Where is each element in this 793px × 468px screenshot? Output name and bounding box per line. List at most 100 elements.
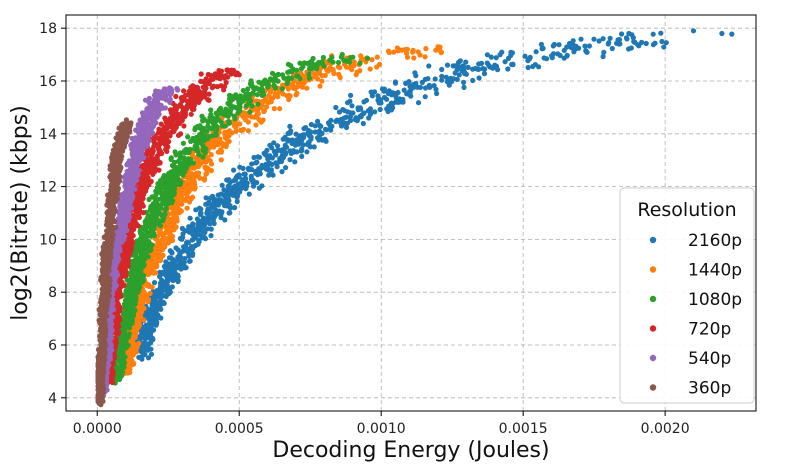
data-point <box>189 246 195 252</box>
data-point <box>124 239 131 245</box>
data-point <box>122 221 128 227</box>
data-point <box>189 228 195 234</box>
data-point <box>191 176 197 182</box>
data-point <box>137 194 143 200</box>
data-point <box>171 210 177 216</box>
data-point <box>147 216 153 222</box>
data-point <box>180 140 186 146</box>
data-point <box>394 45 400 51</box>
data-point <box>126 353 132 359</box>
data-point <box>255 154 261 160</box>
data-point <box>231 178 237 184</box>
data-point <box>148 178 154 184</box>
data-point <box>163 141 169 147</box>
data-point <box>130 258 136 265</box>
data-point <box>293 141 299 147</box>
data-point <box>149 242 155 248</box>
data-point <box>213 129 219 135</box>
data-point <box>342 108 348 114</box>
data-point <box>294 137 300 143</box>
data-point <box>271 82 277 89</box>
data-point <box>156 146 162 152</box>
data-point <box>156 205 162 211</box>
data-point <box>328 117 334 123</box>
data-point <box>138 309 144 315</box>
data-point <box>169 263 175 269</box>
data-point <box>277 106 283 112</box>
data-point <box>303 125 309 131</box>
data-point <box>262 152 268 158</box>
data-point <box>190 83 196 89</box>
data-point <box>123 205 129 211</box>
data-point <box>337 74 343 81</box>
data-point <box>133 127 139 133</box>
data-point <box>341 115 347 121</box>
data-point <box>135 324 141 330</box>
data-point <box>624 36 630 42</box>
data-point <box>333 118 339 124</box>
data-point <box>151 280 158 286</box>
data-point <box>159 292 165 298</box>
data-point <box>550 43 556 49</box>
data-point <box>268 96 274 102</box>
data-point <box>129 264 135 270</box>
data-point <box>190 194 196 200</box>
data-point <box>177 182 183 188</box>
data-point <box>151 92 158 98</box>
data-point <box>213 110 219 116</box>
data-point <box>259 86 265 92</box>
data-point <box>144 112 150 118</box>
data-point <box>444 62 451 68</box>
data-point <box>212 197 218 203</box>
data-point <box>160 299 166 305</box>
data-point <box>206 97 212 103</box>
data-point <box>541 55 547 61</box>
data-point <box>131 145 137 151</box>
data-point <box>182 112 188 118</box>
data-point <box>191 95 197 101</box>
data-point <box>226 138 232 144</box>
data-point <box>205 71 211 78</box>
data-point <box>218 108 224 114</box>
data-point <box>195 164 201 170</box>
data-point <box>207 206 213 212</box>
data-point <box>659 38 665 45</box>
data-point <box>163 259 169 265</box>
data-point <box>139 233 145 239</box>
data-point <box>308 65 314 72</box>
data-point <box>600 36 606 42</box>
data-point <box>226 118 232 125</box>
data-point <box>155 135 161 142</box>
data-point <box>121 199 127 205</box>
data-point <box>549 53 555 59</box>
data-point <box>591 36 597 42</box>
data-point <box>426 63 432 69</box>
data-point <box>167 189 173 195</box>
data-point <box>397 96 403 102</box>
data-point <box>202 221 208 227</box>
data-point <box>157 223 163 229</box>
data-point <box>117 231 123 237</box>
data-point <box>285 61 291 67</box>
data-point <box>484 52 490 58</box>
data-point <box>225 74 231 80</box>
data-point <box>249 161 255 167</box>
data-point <box>141 166 147 172</box>
data-point <box>505 66 511 72</box>
data-point <box>178 200 184 206</box>
data-point <box>246 100 252 106</box>
data-point <box>335 64 341 70</box>
data-point <box>476 61 482 67</box>
data-point <box>180 264 186 271</box>
data-point <box>250 90 256 96</box>
data-point <box>218 119 224 125</box>
data-point <box>168 110 174 116</box>
data-point <box>116 329 122 335</box>
data-point <box>204 226 211 232</box>
data-point <box>134 316 140 322</box>
data-point <box>222 123 228 129</box>
data-point <box>233 128 239 134</box>
data-point <box>162 191 168 198</box>
data-point <box>196 152 202 158</box>
data-point <box>439 77 445 83</box>
